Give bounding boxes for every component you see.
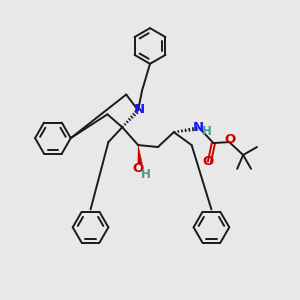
Text: O: O <box>203 155 214 168</box>
Text: O: O <box>225 133 236 146</box>
Polygon shape <box>138 145 142 164</box>
Text: H: H <box>202 125 212 138</box>
Text: N: N <box>134 103 145 116</box>
Text: N: N <box>193 121 204 134</box>
Text: O: O <box>133 162 144 175</box>
Text: H: H <box>141 168 151 181</box>
